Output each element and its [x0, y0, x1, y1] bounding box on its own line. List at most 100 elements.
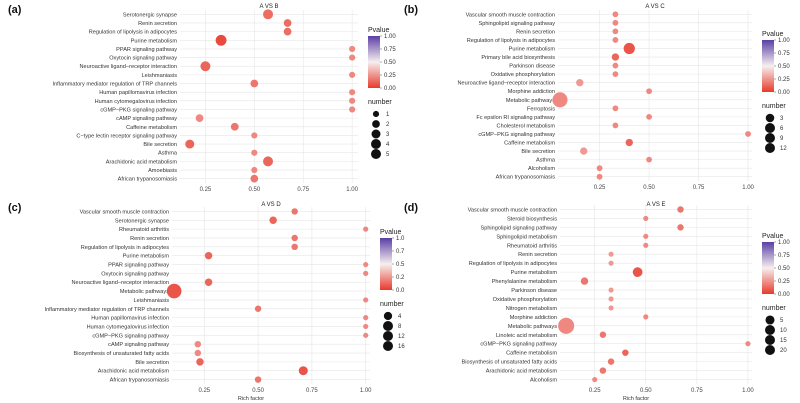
data-point: [363, 332, 369, 338]
x-tick-label: 0.50: [252, 388, 264, 394]
data-point: [745, 341, 751, 347]
number-legend-dot: [383, 331, 393, 341]
data-point: [349, 89, 356, 96]
panel-label: (b): [404, 4, 418, 16]
number-legend-label: 4: [386, 142, 390, 148]
category-label: Caffeine metabolism: [126, 125, 177, 131]
category-label: African trypanosomiasis: [496, 175, 556, 181]
data-point: [269, 216, 277, 225]
data-point: [608, 287, 614, 293]
data-point: [251, 149, 258, 156]
data-point: [646, 156, 652, 163]
data-point: [580, 277, 589, 285]
x-axis-label: Rich factor: [238, 396, 264, 402]
category-label: Phenylalanine metabolism: [492, 279, 558, 285]
x-tick-label: 0.50: [248, 187, 260, 193]
pvalue-tick-label: 0.75: [778, 253, 790, 259]
category-label: Leishmaniasis: [142, 73, 178, 79]
data-point: [592, 376, 598, 383]
data-point: [166, 283, 182, 299]
category-label: Oxidative phosphorylation: [493, 297, 557, 303]
number-legend-dot: [765, 133, 775, 143]
category-label: Alcoholism: [530, 378, 557, 384]
pvalue-tick-label: 0.00: [384, 86, 396, 92]
number-legend-dot: [371, 129, 381, 139]
category-label: Oxytocin signaling pathway: [101, 271, 169, 277]
number-legend-dot: [765, 325, 775, 335]
number-legend-dot: [765, 123, 775, 133]
pvalue-tick-label: 0.00: [778, 90, 790, 96]
pvalue-colorbar: [380, 238, 392, 290]
category-label: Renin secretion: [138, 21, 177, 27]
number-legend-title: number: [380, 301, 404, 308]
pvalue-tick-label: 0.75: [384, 47, 396, 53]
category-label: Metabolic pathways: [506, 98, 555, 104]
data-point: [612, 11, 619, 18]
number-legend-label: 16: [398, 344, 405, 350]
data-point: [596, 165, 603, 172]
number-legend-label: 4: [398, 314, 402, 320]
number-legend-label: 15: [780, 338, 787, 344]
data-point: [552, 92, 568, 108]
category-label: cGMP−PKG signaling pathway: [478, 132, 555, 138]
data-point: [363, 270, 369, 276]
category-label: Vascular smooth muscle contraction: [80, 209, 169, 215]
number-legend-title: number: [762, 103, 786, 110]
data-point: [745, 131, 751, 137]
category-label: cGMP−PKG signaling pathway: [100, 107, 177, 113]
category-label: Regulation of lipolysis in adipocytes: [469, 261, 558, 267]
category-label: Human cytomegalovirus infection: [95, 99, 177, 105]
category-label: Serotonergic synapse: [115, 218, 169, 224]
x-tick-label: 0.75: [693, 185, 705, 191]
category-label: Human cytomegalovirus infection: [87, 324, 169, 330]
category-label: Regulation of lipolysis in adipocytes: [467, 38, 556, 44]
data-point: [291, 208, 298, 215]
data-point: [608, 305, 614, 311]
number-legend-dot: [765, 315, 775, 325]
number-legend-dot: [372, 110, 380, 118]
number-legend-label: 9: [780, 136, 784, 142]
category-label: Morphine addiction: [510, 315, 557, 321]
category-label: Bile secretion: [135, 360, 169, 366]
data-point: [643, 215, 649, 221]
category-label: Biosynthesis of unsaturated fatty acids: [74, 351, 170, 357]
category-label: African trypanosomiasis: [110, 378, 170, 384]
category-label: Primary bile acid biosynthesis: [481, 55, 555, 61]
category-label: Amoebiasis: [148, 168, 177, 174]
pvalue-tick-label: 0.50: [778, 64, 790, 70]
category-label: Purine metabolism: [511, 270, 558, 276]
data-point: [363, 261, 369, 268]
number-legend-label: 5: [780, 318, 784, 324]
category-label: Bile secretion: [143, 142, 177, 148]
data-point: [612, 71, 619, 78]
data-point: [625, 138, 633, 147]
category-label: Inflammatory mediator regulation of TRP …: [45, 307, 170, 313]
data-point: [195, 114, 204, 122]
data-point: [643, 233, 649, 239]
data-point: [291, 234, 298, 242]
category-label: Regulation of lipolysis in adipocytes: [89, 30, 178, 36]
number-legend-title: number: [368, 99, 392, 106]
category-label: Parkinson disease: [511, 288, 557, 294]
category-label: Alcoholism: [528, 166, 555, 172]
number-legend-label: 8: [398, 324, 402, 330]
category-label: cGMP−PKG signaling pathway: [92, 333, 169, 339]
x-tick-label: 0.25: [589, 388, 601, 394]
number-legend-dot: [765, 345, 775, 355]
pvalue-tick-label: 0.25: [778, 77, 790, 83]
data-point: [200, 61, 211, 72]
panel-0: (a) A VS B Serotonergic synapse Renin secre…: [8, 4, 396, 193]
data-point: [254, 305, 262, 313]
number-legend-dot: [383, 321, 393, 331]
data-point: [251, 166, 258, 174]
category-label: Inflammatory mediator regulation of TRP …: [53, 82, 178, 88]
pvalue-tick-label: 1.00: [384, 34, 396, 40]
category-label: cGMP−PKG signaling pathway: [480, 342, 557, 348]
panel-3: (d) A VS E Vascular smooth muscle contract…: [404, 202, 790, 402]
data-point: [349, 106, 356, 113]
x-tick-label: 1.00: [360, 388, 372, 394]
number-legend-label: 3: [780, 116, 784, 122]
data-point: [349, 54, 356, 61]
data-point: [363, 323, 369, 330]
